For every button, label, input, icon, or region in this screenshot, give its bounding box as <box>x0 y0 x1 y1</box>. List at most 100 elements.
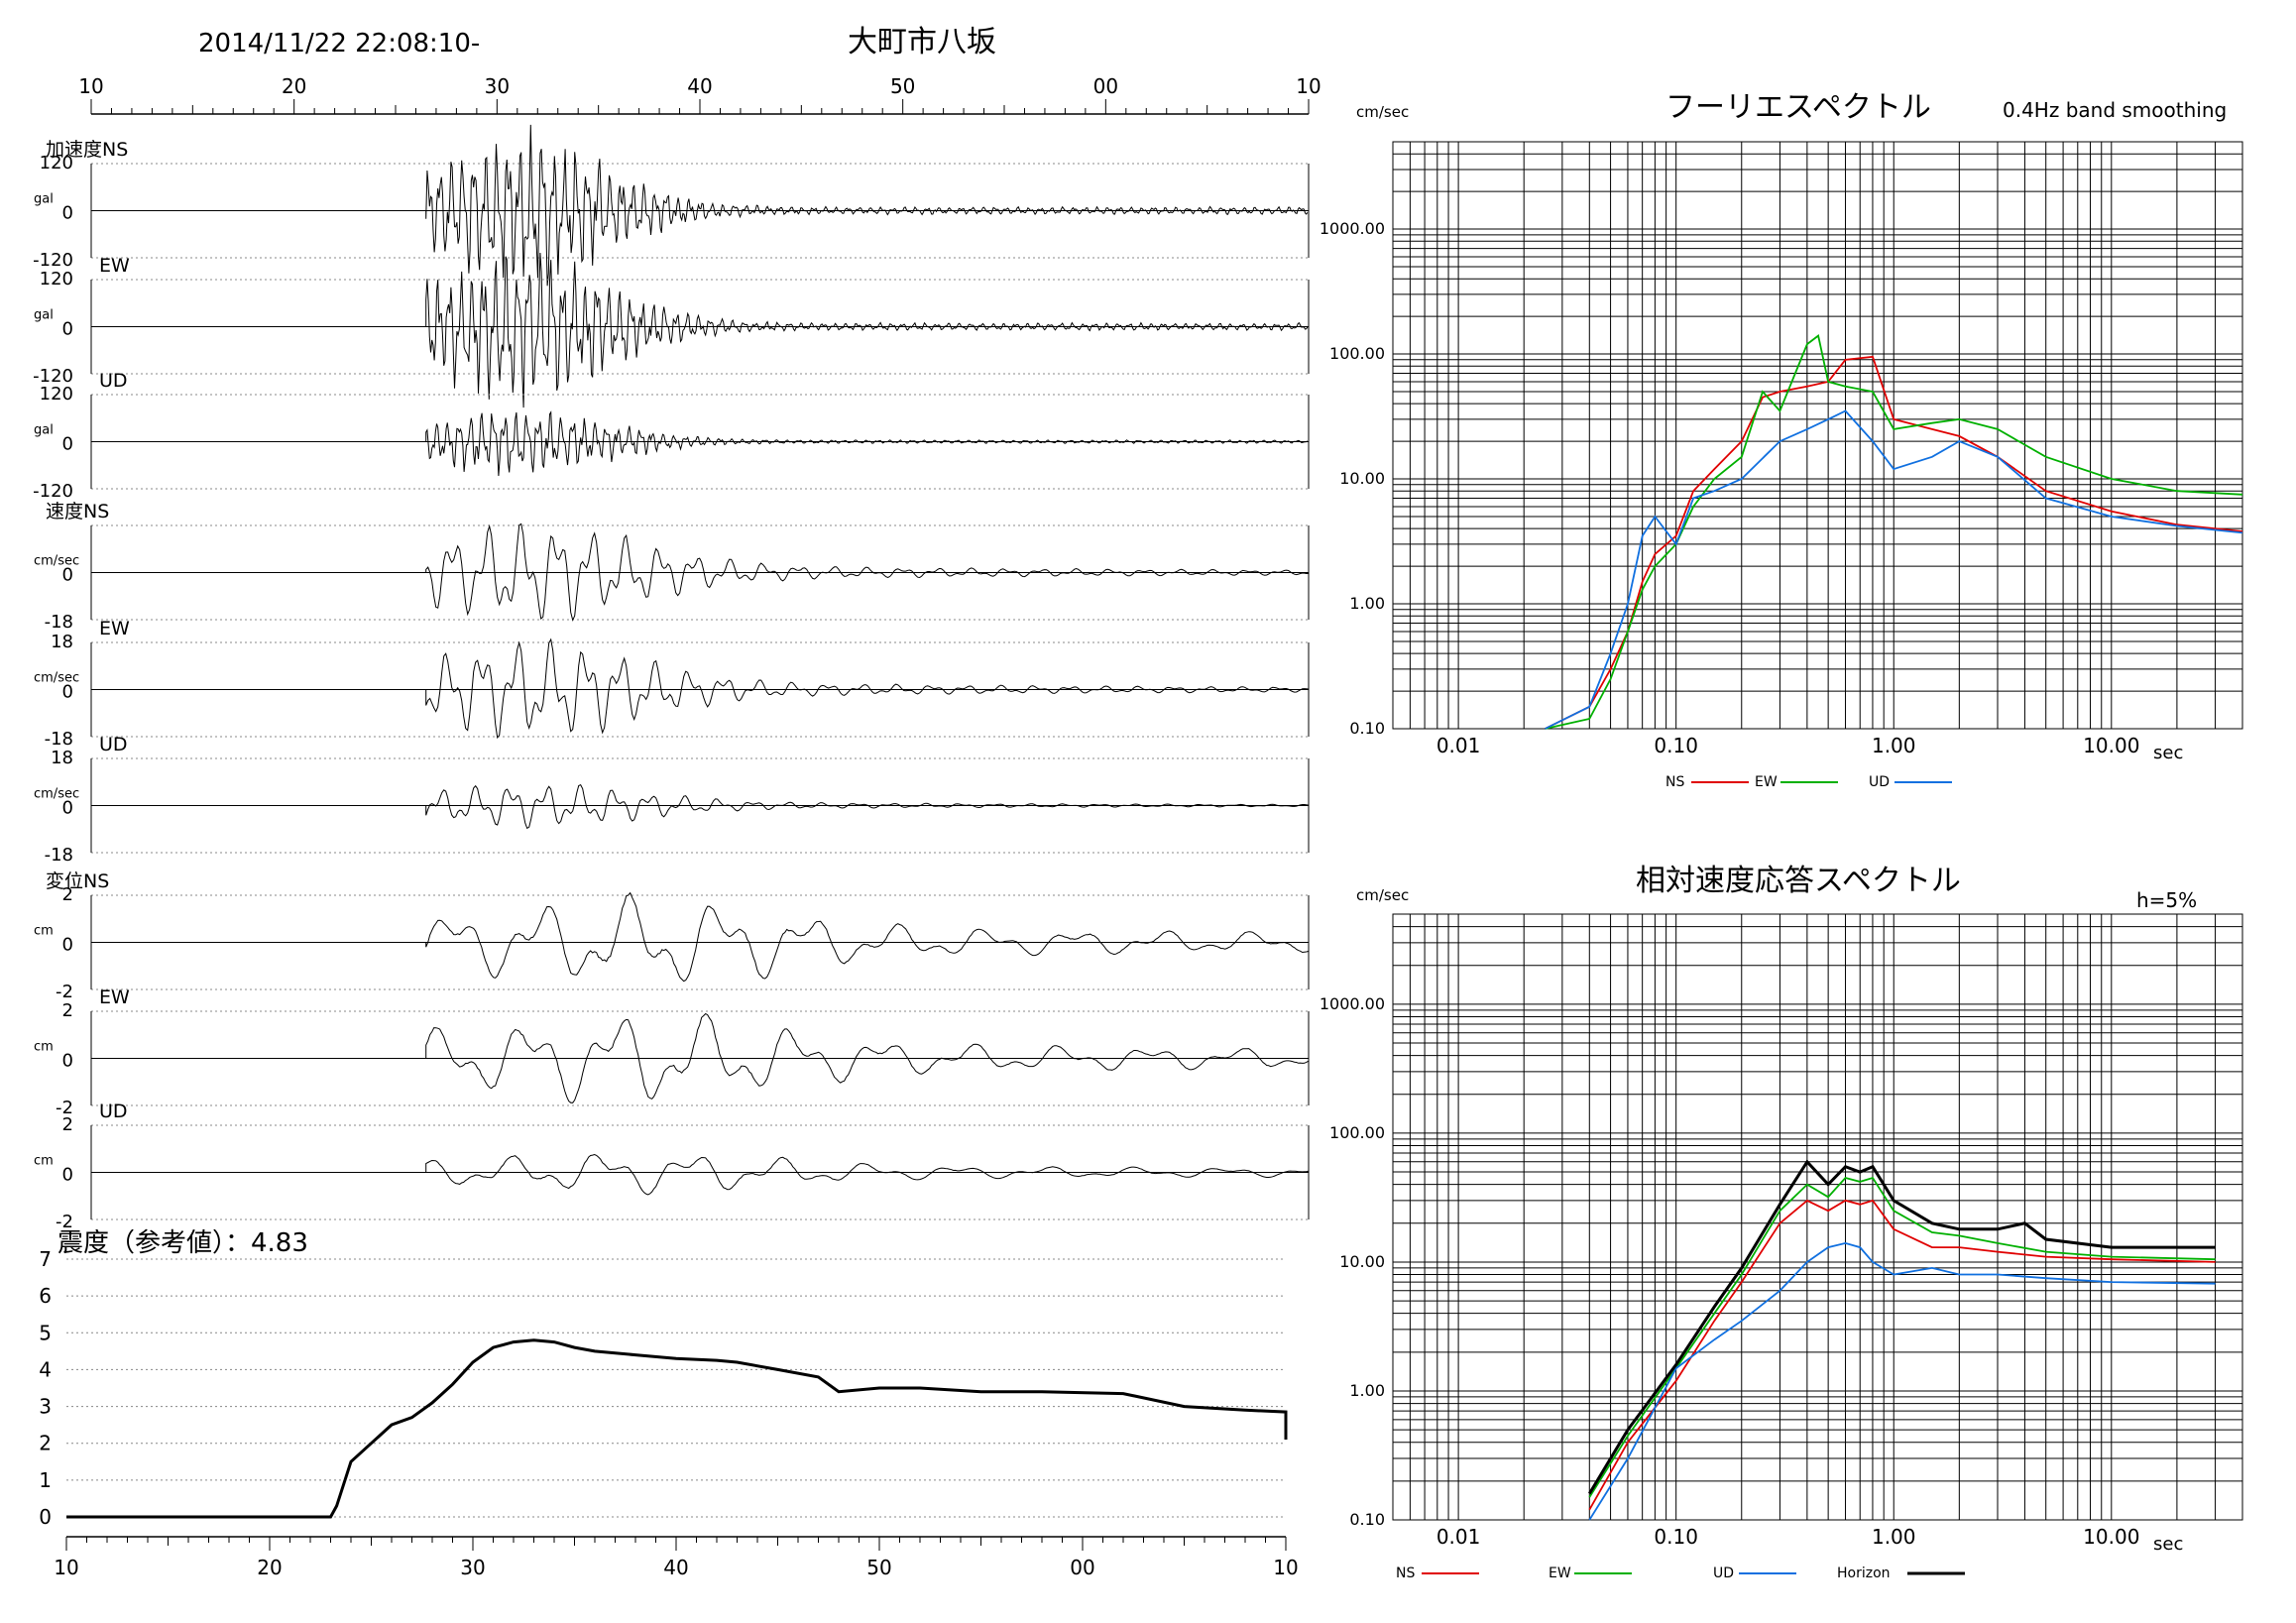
time-tick-label: 30 <box>485 74 510 98</box>
legend-label-ew: EW <box>1755 774 1778 790</box>
panel-zero-label: 0 <box>62 1165 73 1186</box>
waveform-trace <box>91 891 1309 983</box>
plot-frame <box>1392 141 2243 730</box>
panel-min-label: -18 <box>45 612 73 633</box>
intensity-x-tick-label: 00 <box>1070 1556 1094 1579</box>
panel-label: UD <box>99 734 128 755</box>
panel-max-label: 18 <box>51 748 73 768</box>
response-title: 相対速度応答スペクトル <box>1636 864 1961 898</box>
intensity-y-tick-label: 0 <box>39 1505 52 1529</box>
waveform-trace <box>91 1153 1309 1196</box>
waveform-trace <box>91 410 1309 477</box>
x-axis-unit: sec <box>2153 1534 2183 1555</box>
intensity-x-tick-label: 10 <box>1273 1556 1298 1579</box>
panel-min-label: -2 <box>56 1098 73 1118</box>
legend-label-ns: NS <box>1665 774 1684 790</box>
x-tick-label: 0.10 <box>1654 1525 1698 1549</box>
waveform-trace <box>91 124 1309 287</box>
time-tick-label: 10 <box>1296 74 1320 98</box>
fourier-spectrum-chart: 1000.00 100.00 10.00 1.00 0.10 0.01 0.10 1.00 10… <box>1320 141 2243 790</box>
time-tick-label: 00 <box>1093 74 1118 98</box>
fourier-title: フーリエスペクトル <box>1665 90 1931 125</box>
series-line-ew <box>1545 334 2243 730</box>
panel-label: 加速度NS <box>46 139 128 161</box>
intensity-title: 震度（参考値）：4.83 <box>57 1228 308 1258</box>
panel-unit: cm/sec <box>34 554 79 569</box>
series-line-ud <box>1545 409 2243 730</box>
station-name: 大町市八坂 <box>848 25 996 59</box>
waveform-trace <box>91 1012 1309 1103</box>
intensity-chart: 0 1 2 3 4 5 6 7 10 20 30 40 50 00 10 <box>39 1247 1298 1579</box>
legend-label-ew: EW <box>1549 1565 1571 1581</box>
panel-min-label: -120 <box>33 481 73 502</box>
x-axis-unit: sec <box>2153 743 2183 763</box>
panel-unit: gal <box>34 192 54 207</box>
waveform-trace <box>91 783 1309 830</box>
panel-label: 速度NS <box>46 501 109 522</box>
intensity-x-tick-label: 10 <box>54 1556 78 1579</box>
series-line-ns <box>1545 355 2243 730</box>
legend-label-ud: UD <box>1869 774 1890 790</box>
panel-zero-label: 0 <box>62 319 73 340</box>
intensity-y-tick-label: 1 <box>39 1468 52 1492</box>
event-datetime: 2014/11/22 22:08:10- <box>198 29 480 58</box>
panel-unit: gal <box>34 308 54 323</box>
series-line-ew <box>1588 1176 2216 1498</box>
x-tick-label: 0.10 <box>1654 734 1698 757</box>
time-tick-label: 50 <box>890 74 915 98</box>
y-tick-label: 0.10 <box>1349 719 1385 738</box>
intensity-y-tick-label: 3 <box>39 1395 52 1419</box>
panel-label: EW <box>99 618 130 639</box>
panel-min-label: -2 <box>56 1212 73 1232</box>
y-tick-label: 1.00 <box>1349 594 1385 613</box>
panel-label: UD <box>99 1101 128 1122</box>
intensity-x-tick-label: 20 <box>257 1556 282 1579</box>
fourier-note: 0.4Hz band smoothing <box>2003 98 2227 122</box>
series-line-ud <box>1588 1241 2216 1521</box>
intensity-y-tick-label: 2 <box>39 1432 52 1455</box>
panel-zero-label: 0 <box>62 434 73 455</box>
intensity-x-tick-label: 40 <box>663 1556 688 1579</box>
intensity-y-tick-label: 6 <box>39 1284 52 1308</box>
response-note: h=5% <box>2136 888 2197 912</box>
y-tick-label: 100.00 <box>1329 344 1385 363</box>
intensity-x-tick-label: 30 <box>460 1556 485 1579</box>
time-tick-label: 20 <box>282 74 306 98</box>
plot-frame <box>1392 913 2243 1521</box>
panel-zero-label: 0 <box>62 798 73 819</box>
panel-max-label: 120 <box>40 269 73 290</box>
x-tick-label: 0.01 <box>1436 1525 1481 1549</box>
response-spectrum-chart: 1000.00 100.00 10.00 1.00 0.10 0.01 0.10 1.00 10… <box>1320 913 2243 1581</box>
panel-unit: gal <box>34 423 54 438</box>
panel-max-label: 18 <box>51 632 73 652</box>
panel-zero-label: 0 <box>62 682 73 703</box>
panel-min-label: -18 <box>45 729 73 750</box>
panel-zero-label: 0 <box>62 565 73 586</box>
panel-label: EW <box>99 255 130 277</box>
x-tick-label: 10.00 <box>2083 734 2139 757</box>
panel-max-label: 120 <box>40 384 73 405</box>
intensity-y-tick-label: 7 <box>39 1247 52 1271</box>
panel-unit: cm/sec <box>34 671 79 686</box>
panel-zero-label: 0 <box>62 935 73 956</box>
y-tick-label: 10.00 <box>1339 1252 1385 1271</box>
fourier-unit: cm/sec <box>1356 103 1409 121</box>
series-line-horizon <box>1588 1159 2216 1495</box>
panel-label: 変位NS <box>46 870 109 892</box>
panel-min-label: -120 <box>33 250 73 271</box>
x-tick-label: 0.01 <box>1436 734 1481 757</box>
panel-unit: cm <box>34 1040 54 1055</box>
intensity-y-tick-label: 4 <box>39 1357 52 1381</box>
intensity-y-tick-label: 5 <box>39 1321 52 1344</box>
series-line-ns <box>1588 1199 2216 1511</box>
panel-unit: cm/sec <box>34 787 79 802</box>
waveform-panel-変位-NS: 変位NS cm 0 2 -2 <box>34 870 1310 1002</box>
legend-label-horizon: Horizon <box>1837 1565 1891 1581</box>
waveform-trace <box>91 252 1309 408</box>
y-tick-label: 1000.00 <box>1320 219 1385 238</box>
legend-label-ud: UD <box>1713 1565 1734 1581</box>
